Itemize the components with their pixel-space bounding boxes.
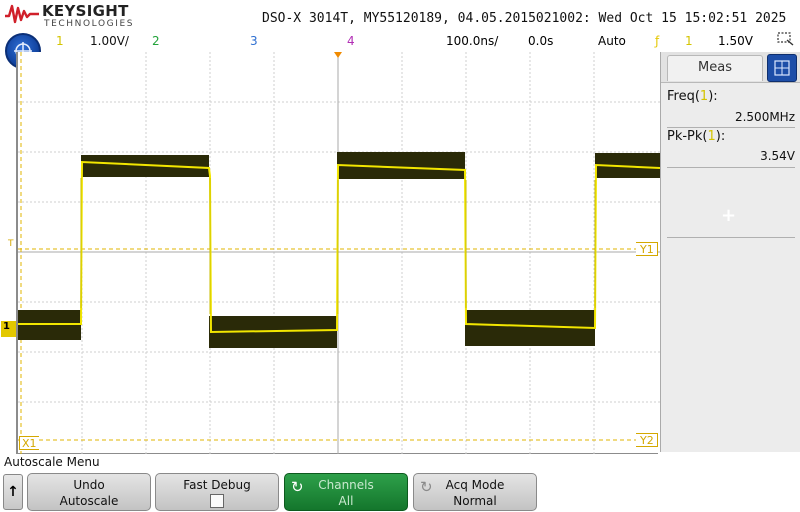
divider: [667, 167, 795, 168]
divider: [667, 127, 795, 128]
acq-mode-button[interactable]: ↻ Acq Mode Normal: [413, 473, 537, 511]
menu-back-button[interactable]: ↑: [3, 474, 23, 510]
undo-autoscale-button[interactable]: Undo Autoscale: [27, 473, 151, 511]
knob-icon: ↻: [420, 478, 433, 496]
channel-1-indicator[interactable]: 1: [56, 34, 64, 48]
pk-pk-label: Pk-Pk(1):: [667, 129, 726, 144]
trigger-level-readout: 1.50V: [718, 34, 753, 48]
brand-subtitle: TECHNOLOGIES: [44, 19, 135, 29]
channel-3-indicator[interactable]: 3: [250, 34, 258, 48]
trigger-mode: Auto: [598, 34, 626, 48]
header: KEYSIGHT TECHNOLOGIES DSO-X 3014T, MY551…: [0, 0, 800, 69]
fast-debug-button[interactable]: Fast Debug: [155, 473, 279, 511]
softkey-bar: ↑ Undo Autoscale Fast Debug ↻ Channels A…: [0, 470, 800, 512]
brand-name: KEYSIGHT: [42, 2, 129, 20]
cursor-x1-marker[interactable]: X1: [19, 436, 39, 450]
cursor-y1-marker[interactable]: Y1: [636, 242, 658, 256]
freq-value: 2.500MHz: [734, 110, 795, 124]
measurement-panel: Meas Freq(1): 2.500MHz Pk-Pk(1): 3.54V +: [660, 52, 800, 452]
waveform-display[interactable]: [16, 52, 660, 454]
timebase-readout: 100.0ns/: [446, 34, 499, 48]
knob-icon: ↻: [291, 478, 304, 496]
menu-title: Autoscale Menu: [4, 455, 100, 469]
screen-capture-icon[interactable]: [777, 32, 795, 46]
channel-1-ground-marker[interactable]: 1: [1, 321, 16, 337]
tab-settings[interactable]: [767, 54, 797, 82]
divider: [667, 237, 795, 238]
channel-status-row: 1 1.00V/ 2 3 4 100.0ns/ 0.0s Auto ƒ 1 1.…: [0, 32, 800, 50]
pk-pk-value: 3.54V: [760, 149, 795, 163]
grid-icon: [774, 60, 790, 76]
instrument-title: DSO-X 3014T, MY55120189, 04.05.201502100…: [262, 11, 787, 26]
trigger-position-marker: [334, 52, 342, 58]
channel-4-indicator[interactable]: 4: [347, 34, 355, 48]
channel-2-indicator[interactable]: 2: [152, 34, 160, 48]
trigger-source: 1: [685, 34, 693, 48]
channel-1-scale: 1.00V/: [90, 34, 129, 48]
fast-debug-checkbox[interactable]: [210, 494, 224, 508]
measurement-list: Freq(1): 2.500MHz Pk-Pk(1): 3.54V +: [661, 82, 800, 452]
channels-button[interactable]: ↻ Channels All: [284, 473, 408, 511]
delay-readout: 0.0s: [528, 34, 554, 48]
add-measurement-button[interactable]: +: [721, 205, 737, 226]
cursor-y2-marker[interactable]: Y2: [636, 433, 658, 447]
keysight-wave-icon: [5, 4, 39, 24]
graticule: [18, 52, 660, 454]
trigger-edge-icon: ƒ: [655, 34, 660, 48]
trigger-level-marker: T: [8, 239, 14, 249]
keysight-logo: KEYSIGHT TECHNOLOGIES: [4, 2, 134, 30]
freq-label: Freq(1):: [667, 89, 718, 104]
tab-meas[interactable]: Meas: [667, 55, 763, 81]
